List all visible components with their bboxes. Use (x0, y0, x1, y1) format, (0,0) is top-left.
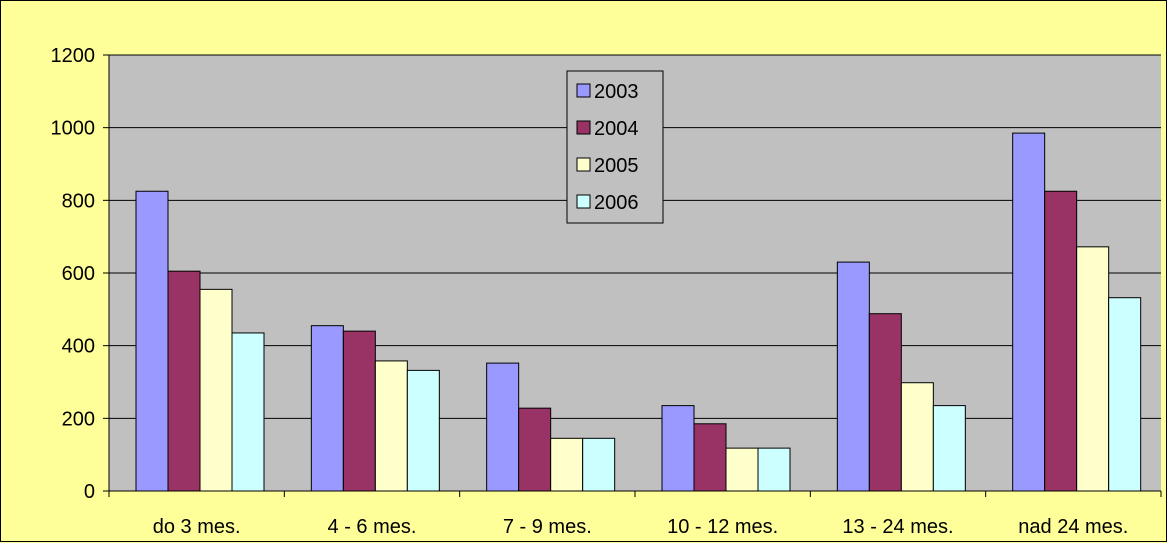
x-tick-label: 10 - 12 mes. (667, 516, 778, 538)
x-tick-label: 13 - 24 mes. (842, 516, 953, 538)
bar-2006-2 (582, 437, 616, 492)
bar-2005-0 (199, 288, 233, 492)
legend-label-2006: 2006 (594, 192, 639, 214)
bar-2006-0 (231, 332, 265, 492)
bar-2005-4 (900, 382, 934, 492)
y-tick-labels: 0 200 400 600 800 1000 1200 (51, 45, 96, 503)
bar-2004-5 (1044, 190, 1078, 492)
bar-2004-2 (518, 407, 552, 492)
legend-label-2005: 2005 (594, 155, 639, 177)
bar-2005-1 (374, 360, 408, 492)
y-tick-label: 1000 (51, 118, 96, 140)
y-tick-label: 400 (62, 336, 95, 358)
bar-2005-5 (1076, 246, 1110, 492)
bar-2003-2 (486, 362, 520, 492)
y-tick-label: 600 (62, 263, 95, 285)
axes (103, 54, 1162, 497)
bar-2004-1 (342, 330, 376, 492)
y-tick-label: 200 (62, 408, 95, 430)
bar-2006-4 (932, 405, 966, 492)
bar-2004-3 (693, 423, 727, 492)
bar-2003-0 (135, 190, 169, 492)
bar-2003-4 (836, 261, 870, 492)
bar-2003-5 (1012, 132, 1046, 492)
bar-2006-1 (406, 369, 440, 492)
x-tick-label: do 3 mes. (153, 516, 241, 538)
legend-swatch-2006 (576, 194, 591, 209)
bar-2005-3 (725, 447, 759, 492)
y-tick-label: 0 (84, 481, 95, 503)
bar-2006-5 (1108, 297, 1142, 492)
legend-swatch-2004 (576, 120, 591, 135)
x-tick-labels: do 3 mes. 4 - 6 mes. 7 - 9 mes. 10 - 12 mes… (153, 516, 1129, 538)
legend: 2003 2004 2005 2006 (566, 70, 664, 224)
x-tick-label: 4 - 6 mes. (328, 516, 417, 538)
legend-swatch-2003 (576, 83, 591, 98)
bar-2004-0 (167, 270, 201, 492)
bars (135, 132, 1142, 492)
bar-2005-2 (550, 437, 584, 492)
bar-2003-3 (661, 405, 695, 492)
x-tick-label: 7 - 9 mes. (503, 516, 592, 538)
bar-2006-3 (757, 447, 791, 492)
bar-2003-1 (310, 325, 344, 492)
bar-2004-4 (868, 313, 902, 492)
legend-swatch-2005 (576, 157, 591, 172)
legend-label-2004: 2004 (594, 118, 639, 140)
x-tick-label: nad 24 mes. (1018, 516, 1128, 538)
y-tick-label: 800 (62, 190, 95, 212)
legend-label-2003: 2003 (594, 81, 639, 103)
y-tick-label: 1200 (51, 45, 96, 67)
